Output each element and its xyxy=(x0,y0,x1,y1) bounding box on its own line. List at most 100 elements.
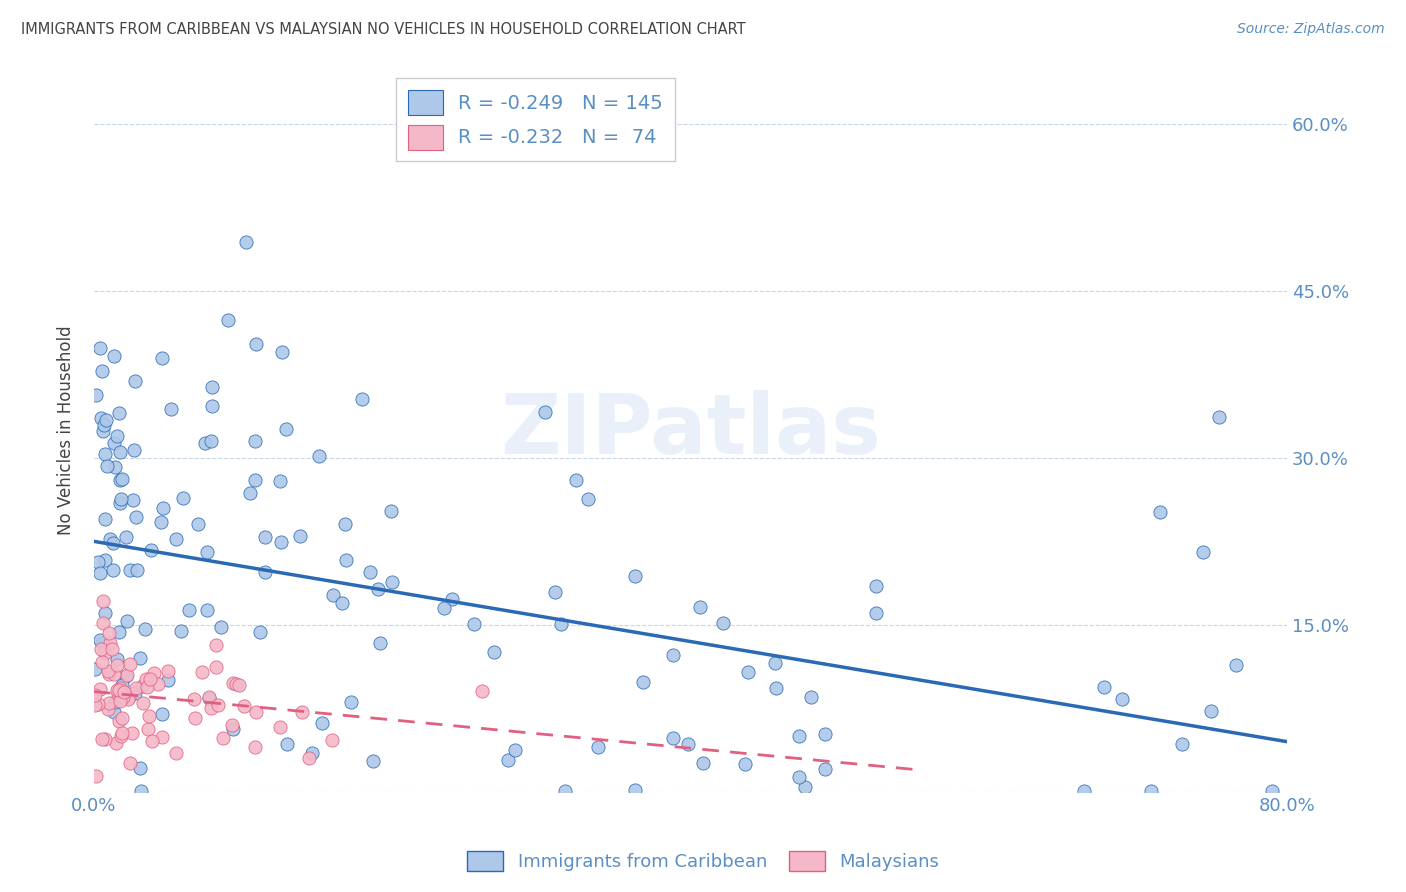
Y-axis label: No Vehicles in Household: No Vehicles in Household xyxy=(58,326,75,535)
Point xyxy=(865,607,887,621)
Point xyxy=(311,716,333,731)
Point xyxy=(139,543,162,558)
Point xyxy=(110,472,132,486)
Point xyxy=(243,739,266,754)
Point xyxy=(93,552,115,566)
Point xyxy=(129,650,152,665)
Point xyxy=(367,582,389,596)
Point xyxy=(139,672,162,686)
Point xyxy=(138,722,160,736)
Legend: Immigrants from Caribbean, Malaysians: Immigrants from Caribbean, Malaysians xyxy=(460,844,946,879)
Point xyxy=(814,727,837,741)
Point xyxy=(94,731,117,746)
Point xyxy=(94,413,117,427)
Point xyxy=(209,620,232,634)
Point xyxy=(1225,658,1247,673)
Point xyxy=(118,657,141,671)
Point xyxy=(89,341,111,355)
Point xyxy=(211,731,233,745)
Point xyxy=(245,337,267,351)
Point xyxy=(111,690,134,704)
Point xyxy=(463,617,485,632)
Point xyxy=(103,349,125,363)
Point xyxy=(205,638,228,652)
Point xyxy=(1092,680,1115,694)
Point xyxy=(89,566,111,580)
Point xyxy=(170,624,193,638)
Point xyxy=(1191,545,1213,559)
Point xyxy=(84,662,107,676)
Point xyxy=(217,312,239,326)
Point xyxy=(134,622,156,636)
Point xyxy=(107,624,129,639)
Point xyxy=(127,563,149,577)
Point xyxy=(89,633,111,648)
Point xyxy=(104,695,127,709)
Point xyxy=(550,617,572,632)
Point xyxy=(221,718,243,732)
Point xyxy=(117,691,139,706)
Point xyxy=(301,746,323,760)
Point xyxy=(138,708,160,723)
Point xyxy=(101,563,124,577)
Point xyxy=(554,783,576,797)
Point xyxy=(129,761,152,775)
Point xyxy=(90,641,112,656)
Point xyxy=(269,720,291,734)
Point xyxy=(98,532,121,546)
Point xyxy=(124,374,146,388)
Point xyxy=(125,681,148,695)
Point xyxy=(143,666,166,681)
Point xyxy=(359,565,381,579)
Point xyxy=(200,434,222,449)
Point xyxy=(322,588,344,602)
Point xyxy=(108,694,131,708)
Point xyxy=(291,705,314,719)
Point xyxy=(132,696,155,710)
Point xyxy=(91,363,114,377)
Point xyxy=(118,690,141,704)
Point xyxy=(800,690,823,705)
Point xyxy=(149,515,172,529)
Point xyxy=(107,406,129,420)
Point xyxy=(352,392,374,407)
Point xyxy=(98,635,121,649)
Point xyxy=(103,666,125,681)
Point xyxy=(84,698,107,712)
Point xyxy=(689,599,711,614)
Point xyxy=(165,746,187,760)
Point xyxy=(135,672,157,686)
Point xyxy=(195,545,218,559)
Point xyxy=(121,493,143,508)
Point xyxy=(124,686,146,700)
Legend: R = -0.249   N = 145, R = -0.232   N =  74: R = -0.249 N = 145, R = -0.232 N = 74 xyxy=(396,78,675,161)
Point xyxy=(340,696,363,710)
Point xyxy=(737,665,759,679)
Point xyxy=(103,706,125,720)
Point xyxy=(97,696,120,710)
Point xyxy=(118,756,141,770)
Point xyxy=(101,642,124,657)
Point xyxy=(225,676,247,690)
Point xyxy=(114,530,136,544)
Point xyxy=(734,757,756,772)
Point xyxy=(503,743,526,757)
Point xyxy=(470,683,492,698)
Point xyxy=(110,729,132,743)
Point xyxy=(86,697,108,711)
Point xyxy=(380,504,402,518)
Point xyxy=(84,688,107,702)
Point xyxy=(253,565,276,579)
Point xyxy=(381,575,404,590)
Point xyxy=(90,411,112,425)
Point xyxy=(205,660,228,674)
Point xyxy=(201,380,224,394)
Point xyxy=(711,615,734,630)
Point xyxy=(201,399,224,413)
Point xyxy=(165,532,187,546)
Point xyxy=(97,702,120,716)
Point xyxy=(141,734,163,748)
Point xyxy=(157,664,180,678)
Point xyxy=(131,679,153,693)
Point xyxy=(131,783,153,797)
